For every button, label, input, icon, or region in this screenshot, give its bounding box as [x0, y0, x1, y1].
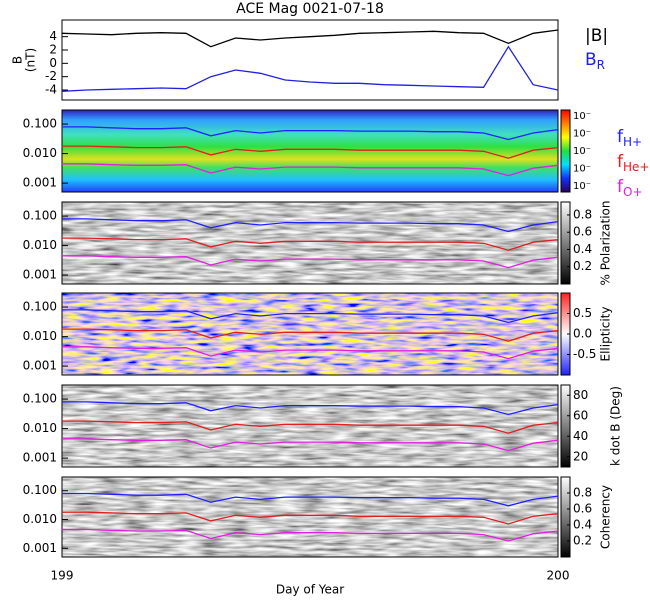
y-tick-label: -2 — [45, 69, 57, 83]
colorbar-tick-label: 60 — [573, 408, 588, 422]
colorbar — [560, 109, 571, 193]
plot-frame — [61, 201, 559, 285]
series-line — [62, 511, 559, 525]
colorbar-tick-label: 0.0 — [573, 327, 592, 341]
colorbar-tick-label: 80 — [573, 388, 588, 402]
y-tick-label: 4 — [49, 29, 57, 43]
x-axis-label: Day of Year — [276, 583, 344, 597]
y-tick-label: 0.001 — [23, 268, 57, 282]
colorbar-tick-label: 0.8 — [573, 207, 592, 221]
series-line — [62, 163, 559, 177]
colorbar — [560, 476, 571, 558]
series-line — [61, 29, 559, 48]
plot-frame — [61, 476, 559, 558]
colorbar-tick-label: 0.6 — [573, 225, 592, 239]
y-tick-label: -4 — [45, 83, 57, 97]
colorbar-tick-label: 0.2 — [573, 534, 592, 548]
y-tick-label: 0.001 — [23, 541, 57, 555]
series-line — [62, 401, 559, 416]
y-tick-label: 0.100 — [23, 300, 57, 314]
colorbar-tick-label: 10⁻ — [573, 111, 591, 122]
legend-entry: fO+ — [617, 177, 643, 199]
colorbar — [560, 384, 571, 468]
y-tick-label: 0.010 — [23, 329, 57, 343]
y-tick-label: 0.100 — [23, 117, 57, 131]
series-line — [62, 145, 559, 159]
colorbar-label: Ellipticity — [599, 307, 613, 362]
legend-name: f — [617, 177, 624, 197]
colorbar-label: k dot B (Deg) — [609, 386, 623, 466]
y-tick-label: 0.001 — [23, 451, 57, 465]
y-tick-label: 0.010 — [23, 512, 57, 526]
colorbar-tick-label: 10⁻ — [573, 129, 591, 140]
series-line — [62, 126, 559, 141]
y-axis-label-line: B — [11, 56, 25, 64]
series-line — [62, 420, 559, 434]
colorbar-tick-label: 0.5 — [573, 306, 592, 320]
x-tick-label: 199 — [51, 569, 74, 583]
legend-subscript: H+ — [623, 135, 642, 149]
colorbar-tick-label: -0.5 — [573, 347, 596, 361]
series-line — [62, 492, 559, 507]
series-line — [61, 45, 559, 92]
legend-entry: fHe+ — [617, 152, 649, 174]
plot-frame — [61, 19, 559, 101]
plot-frame — [61, 292, 559, 376]
y-tick-label: 0.100 — [23, 209, 57, 223]
colorbar — [560, 201, 571, 285]
y-tick-label: 0.100 — [23, 483, 57, 497]
y-tick-label: 0 — [49, 56, 57, 70]
colorbar-tick-label: 0.8 — [573, 486, 592, 500]
legend-name: f — [617, 152, 624, 172]
y-tick-label: 2 — [49, 43, 57, 57]
legend-entry: BR — [585, 50, 605, 72]
legend-entry: fH+ — [617, 127, 642, 149]
series-line — [62, 328, 559, 342]
y-tick-label: 0.010 — [23, 146, 57, 160]
legend-name: f — [617, 127, 624, 147]
series-line — [62, 237, 559, 251]
legend-name: B — [585, 50, 597, 70]
y-tick-label: 0.001 — [23, 176, 57, 190]
colorbar-tick-label: 0.2 — [573, 259, 592, 273]
y-tick-label: 0.010 — [23, 421, 57, 435]
y-tick-label: 0.001 — [23, 359, 57, 373]
plot-frame — [61, 109, 559, 193]
colorbar-tick-label: 10⁻ — [573, 164, 591, 175]
chart-title: ACE Mag 0021-07-18 — [236, 1, 384, 17]
series-line — [62, 438, 559, 452]
y-axis-label-line: (nT) — [24, 48, 38, 72]
colorbar-tick-label: 40 — [573, 429, 588, 443]
colorbar-label: % Polarization — [599, 201, 613, 286]
legend-subscript: He+ — [623, 160, 649, 174]
legend-subscript: O+ — [623, 185, 643, 199]
colorbar-label: Coherency — [599, 485, 613, 549]
colorbar-tick-label: 10⁻ — [573, 181, 591, 192]
colorbar-tick-label: 20 — [573, 449, 588, 463]
legend-subscript: R — [597, 58, 605, 72]
legend-entry: |B| — [585, 26, 608, 46]
colorbar-tick-label: 10⁻ — [573, 146, 591, 157]
plot-frame — [61, 384, 559, 468]
y-axis-label: B (nT) — [11, 48, 38, 72]
colorbar-tick-label: 0.4 — [573, 242, 592, 256]
series-line — [62, 309, 559, 324]
x-tick-label: 200 — [547, 569, 570, 583]
series-line — [62, 346, 559, 360]
y-tick-label: 0.010 — [23, 238, 57, 252]
series-line — [62, 255, 559, 269]
series-line — [62, 218, 559, 233]
series-line — [62, 528, 559, 542]
legend-name: |B| — [585, 26, 608, 46]
colorbar-tick-label: 0.4 — [573, 518, 592, 532]
y-tick-label: 0.100 — [23, 392, 57, 406]
colorbar-tick-label: 0.6 — [573, 502, 592, 516]
